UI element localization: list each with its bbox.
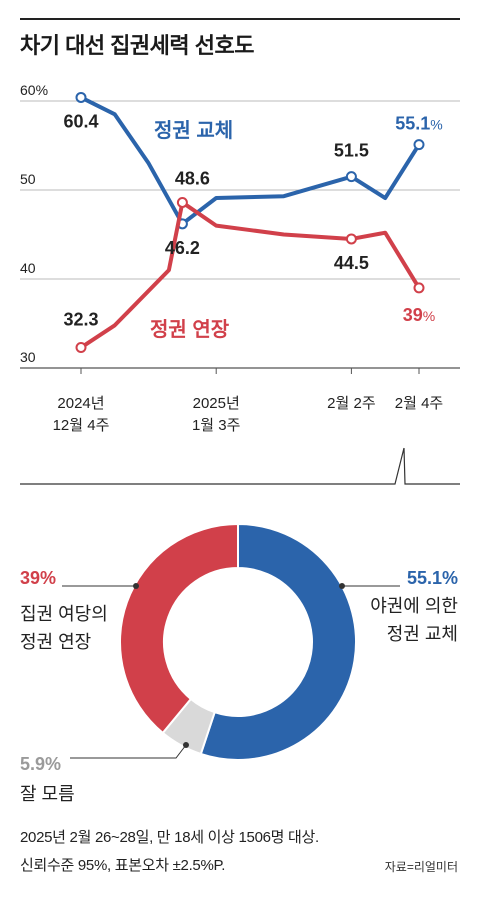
footer-line2: 신뢰수준 95%, 표본오차 ±2.5%P.: [20, 857, 226, 874]
leader-dot: [183, 742, 189, 748]
x-tick-label: 2024년: [57, 395, 104, 412]
data-label: 55.1%: [395, 114, 443, 134]
series-line-change: [79, 95, 421, 226]
series-line-extend: [79, 200, 421, 350]
data-label: 39%: [403, 305, 435, 325]
data-label-unit: %: [430, 117, 442, 133]
footer-line1: 2025년 2월 26~28일, 만 18세 이상 1506명 대상.: [20, 829, 319, 846]
leader-line: [70, 744, 187, 759]
donut-slice: [199, 522, 357, 761]
data-label: 48.6: [175, 168, 210, 188]
source-note: 자료=리얼미터: [384, 860, 458, 874]
section-break: [20, 447, 460, 485]
slice-value: 39%: [20, 568, 56, 588]
x-tick-label: 2025년: [193, 395, 240, 412]
data-point-marker: [413, 139, 425, 151]
page-title: 차기 대선 집권세력 선호도: [20, 33, 254, 58]
data-label: 51.5: [334, 141, 369, 161]
data-label: 32.3: [63, 310, 98, 330]
x-tick-label: 1월 3주: [192, 417, 240, 434]
data-point-marker: [75, 91, 87, 103]
donut-slice: [119, 522, 239, 735]
slice-value: 55.1%: [407, 568, 458, 588]
data-point-marker: [345, 233, 357, 245]
data-label-unit: %: [423, 308, 435, 324]
slice-label: 정권 연장: [20, 632, 91, 652]
x-tick-label: 12월 4주: [53, 417, 110, 434]
data-label: 46.2: [165, 238, 200, 258]
slice-label: 정권 교체: [387, 624, 458, 644]
slice-label: 집권 여당의: [20, 604, 108, 624]
leader-dot: [339, 583, 345, 589]
data-point-marker: [413, 282, 425, 294]
y-tick-label: 60%: [20, 82, 48, 98]
data-point-marker: [345, 171, 357, 183]
data-label: 60.4: [63, 111, 98, 131]
series-name-extend: 정권 연장: [150, 318, 230, 341]
y-tick-label: 50: [20, 171, 36, 187]
slice-label: 잘 모름: [20, 784, 75, 804]
top-rule: [20, 18, 460, 20]
x-tick-label: 2월 4주: [395, 395, 443, 412]
y-tick-label: 30: [20, 349, 36, 365]
y-tick-label: 40: [20, 260, 36, 276]
leader-dot: [133, 583, 139, 589]
slice-label: 야권에 의한: [370, 596, 458, 616]
series-name-change: 정권 교체: [154, 119, 233, 142]
data-label: 44.5: [334, 253, 369, 273]
data-point-marker: [176, 196, 188, 208]
slice-value: 5.9%: [20, 754, 61, 774]
x-tick-label: 2월 2주: [327, 395, 375, 412]
data-point-marker: [75, 342, 87, 354]
